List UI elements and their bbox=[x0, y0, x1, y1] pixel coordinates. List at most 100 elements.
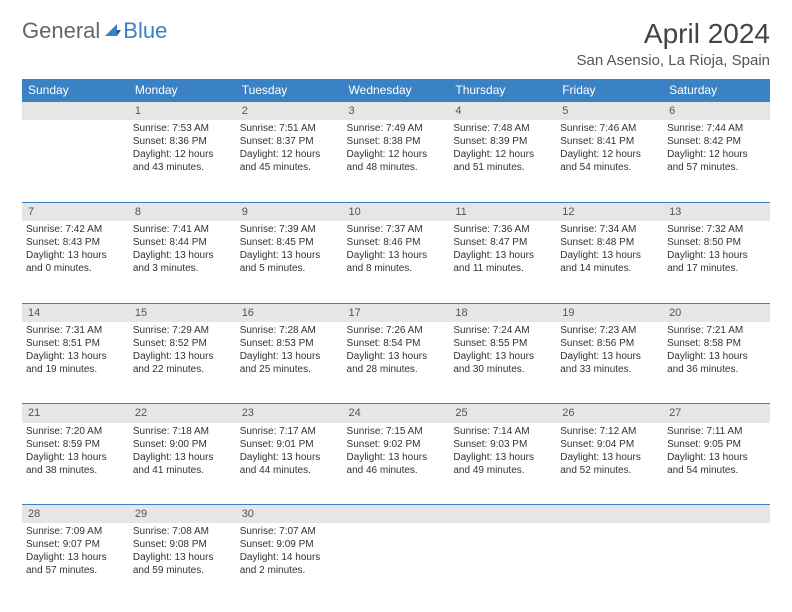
day-content-row: Sunrise: 7:20 AMSunset: 8:59 PMDaylight:… bbox=[22, 423, 770, 505]
day-sunrise: Sunrise: 7:09 AM bbox=[26, 525, 125, 538]
day-sunrise: Sunrise: 7:11 AM bbox=[667, 425, 766, 438]
day-daylight2: and 44 minutes. bbox=[240, 464, 339, 477]
day-number: 19 bbox=[556, 303, 663, 322]
daynum-row: 14151617181920 bbox=[22, 303, 770, 322]
day-sunrise: Sunrise: 7:26 AM bbox=[347, 324, 446, 337]
day-sunrise: Sunrise: 7:31 AM bbox=[26, 324, 125, 337]
day-sunrise: Sunrise: 7:20 AM bbox=[26, 425, 125, 438]
day-cell: Sunrise: 7:14 AMSunset: 9:03 PMDaylight:… bbox=[449, 423, 556, 505]
day-sunset: Sunset: 8:47 PM bbox=[453, 236, 552, 249]
day-cell: Sunrise: 7:31 AMSunset: 8:51 PMDaylight:… bbox=[22, 322, 129, 404]
calendar-body: 123456Sunrise: 7:53 AMSunset: 8:36 PMDay… bbox=[22, 102, 770, 606]
day-daylight2: and 45 minutes. bbox=[240, 161, 339, 174]
day-sunset: Sunset: 9:08 PM bbox=[133, 538, 232, 551]
day-daylight1: Daylight: 13 hours bbox=[347, 249, 446, 262]
title-block: April 2024 San Asensio, La Rioja, Spain bbox=[577, 18, 770, 69]
day-daylight2: and 19 minutes. bbox=[26, 363, 125, 376]
day-cell: Sunrise: 7:09 AMSunset: 9:07 PMDaylight:… bbox=[22, 523, 129, 605]
day-daylight2: and 51 minutes. bbox=[453, 161, 552, 174]
day-sunset: Sunset: 8:54 PM bbox=[347, 337, 446, 350]
day-cell: Sunrise: 7:53 AMSunset: 8:36 PMDaylight:… bbox=[129, 120, 236, 202]
day-number: 4 bbox=[449, 102, 556, 121]
day-cell: Sunrise: 7:15 AMSunset: 9:02 PMDaylight:… bbox=[343, 423, 450, 505]
day-daylight1: Daylight: 13 hours bbox=[26, 249, 125, 262]
day-sunrise: Sunrise: 7:42 AM bbox=[26, 223, 125, 236]
day-daylight1: Daylight: 13 hours bbox=[133, 451, 232, 464]
day-daylight1: Daylight: 13 hours bbox=[347, 451, 446, 464]
weekday-header: Saturday bbox=[663, 79, 770, 102]
day-sunrise: Sunrise: 7:53 AM bbox=[133, 122, 232, 135]
calendar-table: Sunday Monday Tuesday Wednesday Thursday… bbox=[22, 79, 770, 605]
day-daylight2: and 38 minutes. bbox=[26, 464, 125, 477]
logo: General Blue bbox=[22, 18, 167, 44]
daynum-row: 123456 bbox=[22, 102, 770, 121]
day-daylight1: Daylight: 13 hours bbox=[26, 551, 125, 564]
day-daylight1: Daylight: 13 hours bbox=[560, 350, 659, 363]
day-number: 28 bbox=[22, 505, 129, 524]
day-daylight1: Daylight: 13 hours bbox=[453, 451, 552, 464]
day-number: 7 bbox=[22, 202, 129, 221]
day-daylight1: Daylight: 13 hours bbox=[560, 451, 659, 464]
day-number bbox=[556, 505, 663, 524]
day-number: 15 bbox=[129, 303, 236, 322]
day-sunrise: Sunrise: 7:28 AM bbox=[240, 324, 339, 337]
day-daylight1: Daylight: 12 hours bbox=[347, 148, 446, 161]
day-daylight2: and 33 minutes. bbox=[560, 363, 659, 376]
day-cell: Sunrise: 7:11 AMSunset: 9:05 PMDaylight:… bbox=[663, 423, 770, 505]
day-sunset: Sunset: 8:53 PM bbox=[240, 337, 339, 350]
day-sunrise: Sunrise: 7:23 AM bbox=[560, 324, 659, 337]
daynum-row: 21222324252627 bbox=[22, 404, 770, 423]
day-number: 8 bbox=[129, 202, 236, 221]
day-sunset: Sunset: 9:04 PM bbox=[560, 438, 659, 451]
day-daylight2: and 0 minutes. bbox=[26, 262, 125, 275]
day-number: 23 bbox=[236, 404, 343, 423]
day-number bbox=[663, 505, 770, 524]
day-number: 13 bbox=[663, 202, 770, 221]
day-daylight1: Daylight: 12 hours bbox=[560, 148, 659, 161]
day-sunset: Sunset: 8:55 PM bbox=[453, 337, 552, 350]
day-sunset: Sunset: 9:07 PM bbox=[26, 538, 125, 551]
day-cell: Sunrise: 7:24 AMSunset: 8:55 PMDaylight:… bbox=[449, 322, 556, 404]
day-cell bbox=[343, 523, 450, 605]
day-number: 21 bbox=[22, 404, 129, 423]
weekday-header: Thursday bbox=[449, 79, 556, 102]
day-cell bbox=[556, 523, 663, 605]
day-daylight1: Daylight: 13 hours bbox=[560, 249, 659, 262]
day-daylight1: Daylight: 13 hours bbox=[133, 350, 232, 363]
weekday-header: Friday bbox=[556, 79, 663, 102]
day-content-row: Sunrise: 7:42 AMSunset: 8:43 PMDaylight:… bbox=[22, 221, 770, 303]
day-daylight2: and 22 minutes. bbox=[133, 363, 232, 376]
day-cell: Sunrise: 7:29 AMSunset: 8:52 PMDaylight:… bbox=[129, 322, 236, 404]
day-sunset: Sunset: 8:56 PM bbox=[560, 337, 659, 350]
day-sunrise: Sunrise: 7:39 AM bbox=[240, 223, 339, 236]
day-sunrise: Sunrise: 7:21 AM bbox=[667, 324, 766, 337]
day-sunset: Sunset: 8:44 PM bbox=[133, 236, 232, 249]
day-sunset: Sunset: 8:39 PM bbox=[453, 135, 552, 148]
location: San Asensio, La Rioja, Spain bbox=[577, 52, 770, 69]
day-daylight2: and 14 minutes. bbox=[560, 262, 659, 275]
day-cell: Sunrise: 7:39 AMSunset: 8:45 PMDaylight:… bbox=[236, 221, 343, 303]
day-daylight2: and 57 minutes. bbox=[667, 161, 766, 174]
day-daylight2: and 49 minutes. bbox=[453, 464, 552, 477]
day-sunrise: Sunrise: 7:32 AM bbox=[667, 223, 766, 236]
day-number: 11 bbox=[449, 202, 556, 221]
day-daylight2: and 11 minutes. bbox=[453, 262, 552, 275]
day-number: 26 bbox=[556, 404, 663, 423]
day-sunrise: Sunrise: 7:12 AM bbox=[560, 425, 659, 438]
day-daylight1: Daylight: 13 hours bbox=[26, 350, 125, 363]
day-sunrise: Sunrise: 7:07 AM bbox=[240, 525, 339, 538]
day-number: 9 bbox=[236, 202, 343, 221]
day-sunset: Sunset: 9:02 PM bbox=[347, 438, 446, 451]
day-cell: Sunrise: 7:48 AMSunset: 8:39 PMDaylight:… bbox=[449, 120, 556, 202]
day-daylight1: Daylight: 13 hours bbox=[26, 451, 125, 464]
day-daylight1: Daylight: 13 hours bbox=[240, 451, 339, 464]
day-sunset: Sunset: 8:58 PM bbox=[667, 337, 766, 350]
day-sunrise: Sunrise: 7:15 AM bbox=[347, 425, 446, 438]
day-daylight2: and 54 minutes. bbox=[667, 464, 766, 477]
day-sunrise: Sunrise: 7:36 AM bbox=[453, 223, 552, 236]
day-daylight2: and 36 minutes. bbox=[667, 363, 766, 376]
daynum-row: 282930 bbox=[22, 505, 770, 524]
day-cell: Sunrise: 7:12 AMSunset: 9:04 PMDaylight:… bbox=[556, 423, 663, 505]
day-cell: Sunrise: 7:26 AMSunset: 8:54 PMDaylight:… bbox=[343, 322, 450, 404]
day-sunset: Sunset: 8:48 PM bbox=[560, 236, 659, 249]
